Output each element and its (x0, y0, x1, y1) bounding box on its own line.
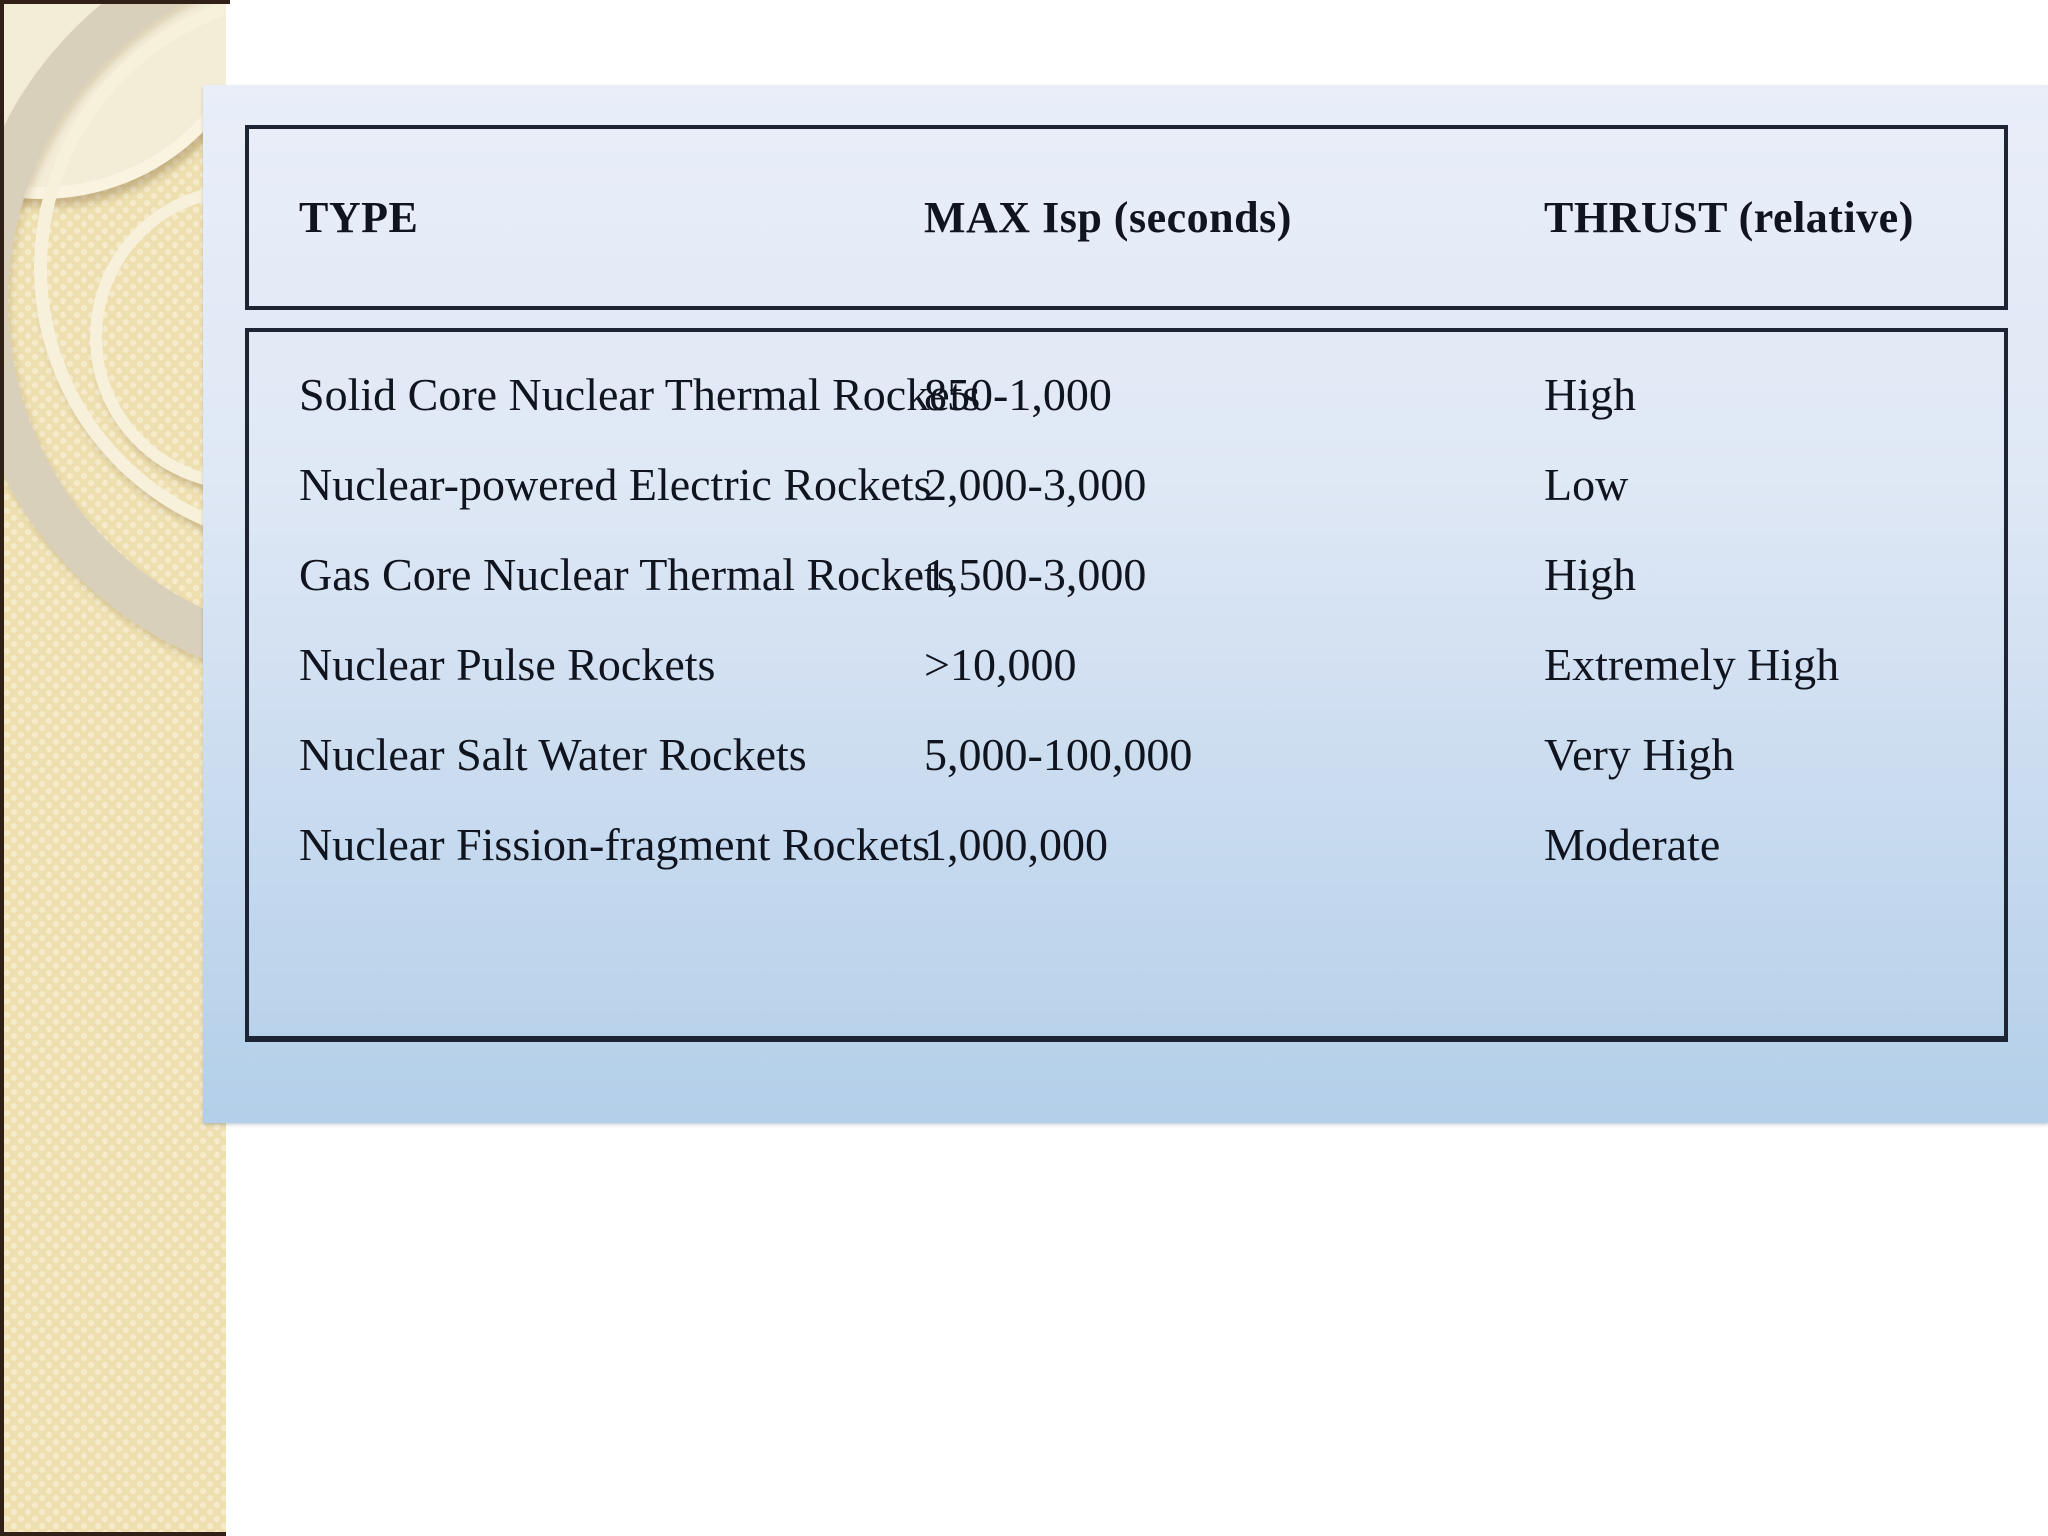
slide-edge-top-line (0, 0, 230, 4)
table-row: Nuclear Fission-fragment Rockets 1,000,0… (249, 800, 2004, 890)
table-row: Nuclear-powered Electric Rockets 2,000-3… (249, 440, 2004, 530)
slide-edge-left-line (0, 0, 4, 1536)
column-header-thrust: THRUST (relative) (1544, 193, 1914, 242)
cell-isp: 5,000-100,000 (924, 729, 1193, 780)
cell-isp: 1,000,000 (924, 819, 1108, 870)
slide-edge-bottom-line (0, 1532, 226, 1536)
table-row: Nuclear Salt Water Rockets 5,000-100,000… (249, 710, 2004, 800)
cell-thrust: High (1544, 549, 1636, 600)
cell-thrust: Low (1544, 459, 1629, 510)
cell-isp: >10,000 (924, 639, 1077, 690)
cell-type: Nuclear Salt Water Rockets (299, 729, 807, 780)
column-header-isp: MAX Isp (seconds) (924, 193, 1292, 242)
column-header-type: TYPE (299, 193, 419, 242)
cell-type: Nuclear Pulse Rockets (299, 639, 716, 690)
decorative-sidebar (0, 0, 226, 1536)
table-row: Gas Core Nuclear Thermal Rockets 1,500-3… (249, 530, 2004, 620)
table-body: Solid Core Nuclear Thermal Rockets 850-1… (245, 328, 2008, 1042)
cell-thrust: High (1544, 369, 1636, 420)
cell-thrust: Moderate (1544, 819, 1721, 870)
table-panel: TYPE MAX Isp (seconds) THRUST (relative)… (203, 85, 2048, 1123)
table-header-row: TYPE MAX Isp (seconds) THRUST (relative) (245, 125, 2008, 310)
table-row: Solid Core Nuclear Thermal Rockets 850-1… (249, 350, 2004, 440)
cell-type: Nuclear Fission-fragment Rockets (299, 819, 931, 870)
cell-type: Gas Core Nuclear Thermal Rockets (299, 549, 955, 600)
cell-isp: 2,000-3,000 (924, 459, 1147, 510)
cell-thrust: Extremely High (1544, 639, 1840, 690)
cell-isp: 1,500-3,000 (924, 549, 1147, 600)
table-row: Nuclear Pulse Rockets >10,000 Extremely … (249, 620, 2004, 710)
cell-type: Nuclear-powered Electric Rockets (299, 459, 932, 510)
cell-isp: 850-1,000 (924, 369, 1112, 420)
cell-thrust: Very High (1544, 729, 1735, 780)
cell-type: Solid Core Nuclear Thermal Rockets (299, 369, 981, 420)
table-rows: Solid Core Nuclear Thermal Rockets 850-1… (249, 350, 2004, 890)
